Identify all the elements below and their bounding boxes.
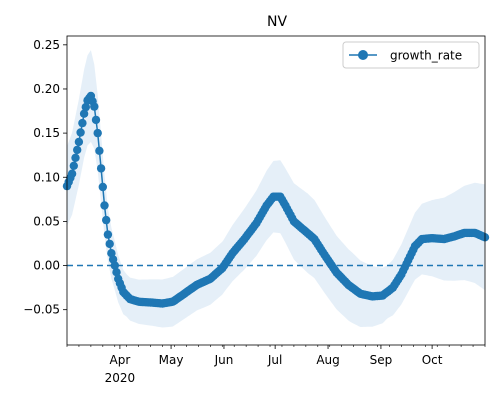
data-point	[73, 145, 82, 155]
chart-title: NV	[267, 14, 287, 30]
y-tick-label: −0.05	[23, 303, 60, 317]
x-tick-label: Aug	[316, 353, 339, 367]
y-tick-label: 0.05	[33, 214, 60, 228]
y-tick-label: 0.10	[33, 170, 60, 184]
data-point	[102, 215, 111, 225]
data-point	[93, 128, 102, 138]
data-point	[90, 102, 99, 111]
data-point	[74, 137, 84, 147]
y-axis: 0.25 0.20 0.15 0.10 0.05 0.00 −0.05	[23, 38, 67, 317]
x-tick-label: Jun	[214, 353, 234, 367]
y-tick-label: 0.20	[33, 82, 60, 96]
data-point	[81, 102, 91, 112]
data-point	[79, 109, 89, 118]
legend: growth_rate	[342, 41, 480, 69]
x-axis: Apr 2020 May Jun Jul Aug Sep Oct	[66, 345, 486, 385]
data-point	[105, 239, 114, 249]
data-point	[76, 128, 85, 137]
data-point	[69, 161, 79, 170]
confidence-band	[67, 50, 485, 328]
y-tick-label: 0.25	[33, 38, 60, 52]
data-point	[110, 261, 120, 270]
x-tick-label: Apr	[110, 353, 131, 367]
legend-box	[342, 41, 480, 69]
data-point	[103, 230, 113, 239]
x-tick-label: Oct	[422, 353, 443, 367]
data-point	[71, 153, 80, 162]
x-tick-year-label: 2020	[105, 371, 136, 385]
y-tick-label: 0.00	[33, 259, 60, 273]
data-point	[112, 268, 121, 277]
y-tick-label: 0.15	[33, 126, 60, 140]
x-tick-label: May	[159, 353, 184, 367]
legend-label: growth_rate	[390, 49, 462, 63]
x-tick-label: Jul	[267, 353, 282, 367]
data-point	[67, 169, 77, 178]
plot-frame	[66, 35, 486, 346]
legend-swatch-marker	[358, 50, 368, 60]
x-tick-label: Sep	[370, 353, 393, 367]
confidence-band-layer	[67, 50, 485, 328]
data-point	[91, 115, 101, 125]
series-layer	[62, 91, 490, 308]
data-point	[100, 201, 109, 210]
data-point	[98, 182, 108, 192]
data-point	[95, 146, 104, 155]
data-point	[78, 118, 87, 128]
data-point	[96, 164, 106, 173]
